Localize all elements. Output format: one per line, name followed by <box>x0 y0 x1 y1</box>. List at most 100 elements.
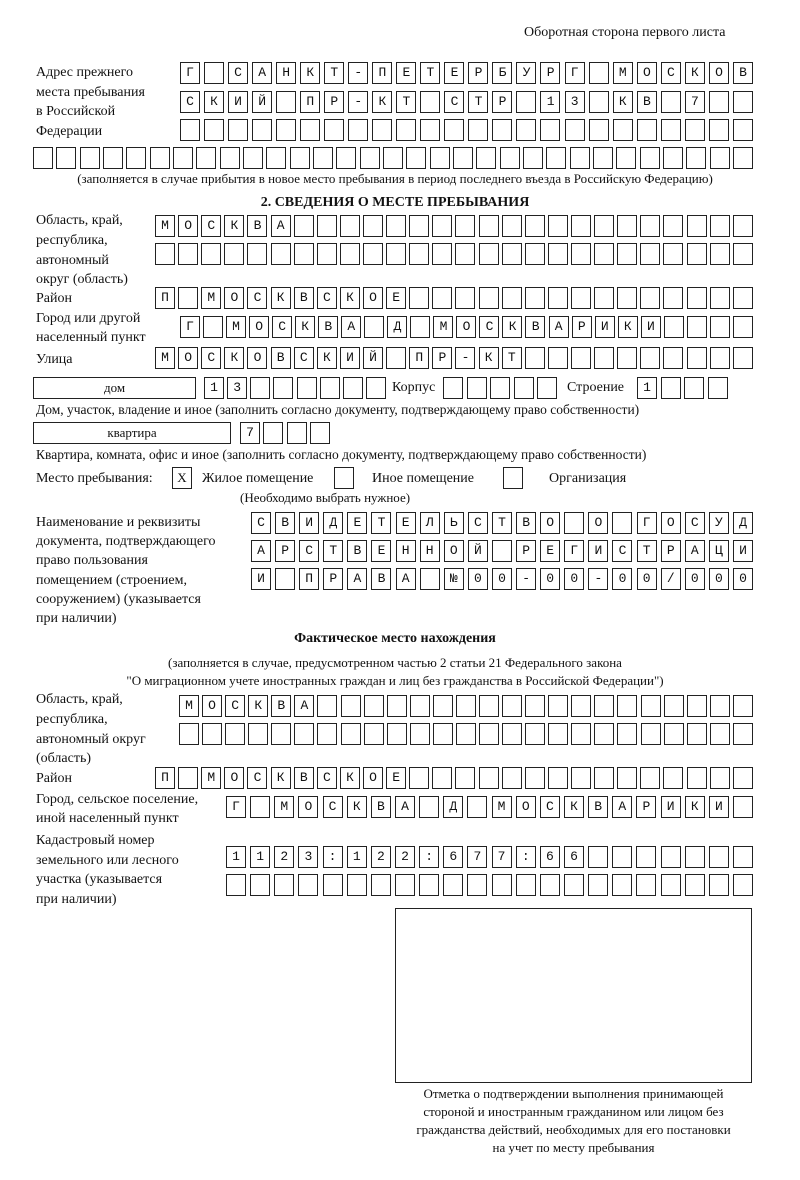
char-cell[interactable] <box>251 540 271 562</box>
char-cell[interactable] <box>456 316 477 338</box>
char-cell[interactable] <box>709 695 730 717</box>
char-cell[interactable] <box>409 243 430 265</box>
char-cell[interactable] <box>684 512 705 534</box>
char-cell[interactable] <box>432 287 453 309</box>
char-cell[interactable] <box>467 874 488 896</box>
char-cell[interactable] <box>33 147 53 169</box>
char-cell[interactable] <box>686 767 707 789</box>
char-cell[interactable] <box>348 119 369 141</box>
korpus-row[interactable] <box>443 377 557 399</box>
char-cell[interactable] <box>570 243 591 265</box>
document-row-2[interactable]: АРСТВЕННОЙ РЕГИСТРАЦИ <box>251 540 753 562</box>
char-cell[interactable] <box>524 287 545 309</box>
char-cell[interactable] <box>316 767 337 789</box>
char-cell[interactable] <box>564 568 585 590</box>
char-cell[interactable] <box>201 243 222 265</box>
char-cell[interactable] <box>275 540 296 562</box>
char-cell[interactable] <box>708 91 729 113</box>
char-cell[interactable] <box>663 767 684 789</box>
char-cell[interactable] <box>639 147 660 169</box>
char-cell[interactable] <box>592 147 613 169</box>
char-cell[interactable] <box>525 695 546 717</box>
char-cell[interactable] <box>663 287 684 309</box>
char-cell[interactable] <box>443 796 464 818</box>
char-cell[interactable] <box>323 540 344 562</box>
char-cell[interactable] <box>594 723 615 745</box>
char-cell[interactable] <box>348 62 369 84</box>
char-cell[interactable] <box>247 347 268 369</box>
char-cell[interactable] <box>516 91 537 113</box>
char-cell[interactable] <box>347 512 368 534</box>
char-cell[interactable] <box>248 723 269 745</box>
char-cell[interactable] <box>708 540 729 562</box>
char-cell[interactable] <box>419 846 440 868</box>
char-cell[interactable] <box>491 846 512 868</box>
char-cell[interactable] <box>516 62 537 84</box>
char-cell[interactable] <box>640 767 661 789</box>
char-cell[interactable] <box>684 874 705 896</box>
char-cell[interactable] <box>491 540 512 562</box>
char-cell[interactable] <box>444 62 465 84</box>
char-cell[interactable] <box>252 91 273 113</box>
char-cell[interactable] <box>540 512 561 534</box>
char-cell[interactable] <box>466 377 487 399</box>
char-cell[interactable] <box>478 243 499 265</box>
char-cell[interactable] <box>636 540 657 562</box>
char-cell[interactable] <box>382 147 403 169</box>
char-cell[interactable] <box>732 568 753 590</box>
char-cell[interactable] <box>709 147 730 169</box>
char-cell[interactable] <box>569 147 590 169</box>
char-cell[interactable] <box>362 243 383 265</box>
char-cell[interactable] <box>594 215 615 237</box>
char-cell[interactable] <box>272 316 293 338</box>
char-cell[interactable] <box>202 723 223 745</box>
char-cell[interactable] <box>660 796 681 818</box>
char-cell[interactable] <box>180 62 200 84</box>
char-cell[interactable] <box>432 767 453 789</box>
char-cell[interactable] <box>346 796 367 818</box>
char-cell[interactable] <box>732 796 753 818</box>
char-cell[interactable] <box>732 243 753 265</box>
char-cell[interactable] <box>371 512 392 534</box>
char-cell[interactable] <box>248 695 269 717</box>
char-cell[interactable] <box>443 846 464 868</box>
char-cell[interactable] <box>708 119 729 141</box>
char-cell[interactable] <box>289 147 310 169</box>
char-cell[interactable] <box>467 796 488 818</box>
char-cell[interactable] <box>420 62 441 84</box>
char-cell[interactable] <box>476 147 497 169</box>
char-cell[interactable] <box>563 874 584 896</box>
char-cell[interactable] <box>386 695 407 717</box>
char-cell[interactable] <box>525 723 546 745</box>
char-cell[interactable] <box>594 287 615 309</box>
char-cell[interactable] <box>395 512 416 534</box>
char-cell[interactable] <box>686 287 707 309</box>
char-cell[interactable] <box>322 796 343 818</box>
char-cell[interactable] <box>515 846 536 868</box>
char-cell[interactable] <box>588 796 609 818</box>
char-cell[interactable] <box>709 347 730 369</box>
char-cell[interactable] <box>707 377 728 399</box>
char-cell[interactable] <box>443 512 464 534</box>
char-cell[interactable] <box>178 347 199 369</box>
char-cell[interactable] <box>362 215 383 237</box>
actual-district-row[interactable]: П МОСКВСКОЕ <box>155 767 753 789</box>
house-number-row[interactable]: 13 <box>204 377 386 399</box>
char-cell[interactable] <box>202 695 223 717</box>
char-cell[interactable] <box>709 767 730 789</box>
char-cell[interactable] <box>276 62 297 84</box>
char-cell[interactable] <box>180 316 200 338</box>
char-cell[interactable] <box>564 91 585 113</box>
char-cell[interactable] <box>362 347 383 369</box>
char-cell[interactable] <box>564 512 585 534</box>
char-cell[interactable] <box>588 846 609 868</box>
flat-number-row[interactable]: 7 <box>240 422 330 444</box>
char-cell[interactable] <box>455 215 476 237</box>
char-cell[interactable] <box>275 568 296 590</box>
char-cell[interactable] <box>640 287 661 309</box>
char-cell[interactable] <box>732 767 753 789</box>
char-cell[interactable] <box>564 119 585 141</box>
char-cell[interactable] <box>323 568 344 590</box>
char-cell[interactable] <box>299 568 320 590</box>
prev-address-row-1[interactable]: Г САНКТ-ПЕТЕРБУРГ МОСКОВ <box>180 62 753 84</box>
